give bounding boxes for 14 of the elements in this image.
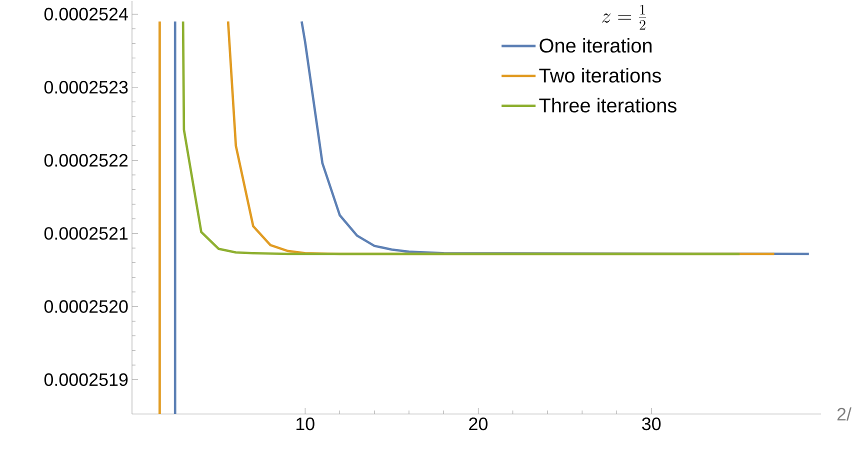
- x-axis-title: 2/: [837, 407, 852, 421]
- legend-title: $z = \frac{1}{2}$: [602, 4, 646, 30]
- y-tick-label: 0.0002522: [44, 154, 128, 167]
- x-tick-label: 20: [469, 418, 488, 430]
- legend-label: One iteration: [540, 38, 652, 53]
- legend-label: Three iterations: [539, 98, 676, 112]
- y-tick-label: 0.0002521: [44, 227, 128, 240]
- legend-label: Two iterations: [539, 68, 661, 83]
- x-tick-label: 10: [296, 418, 314, 430]
- y-tick-label: 0.0002519: [44, 373, 128, 386]
- y-tick-label: 0.0002523: [44, 80, 128, 94]
- y-tick-label: 0.0002520: [44, 300, 128, 313]
- y-tick-label: 0.0002524: [44, 8, 128, 20]
- x-tick-label: 30: [642, 418, 661, 430]
